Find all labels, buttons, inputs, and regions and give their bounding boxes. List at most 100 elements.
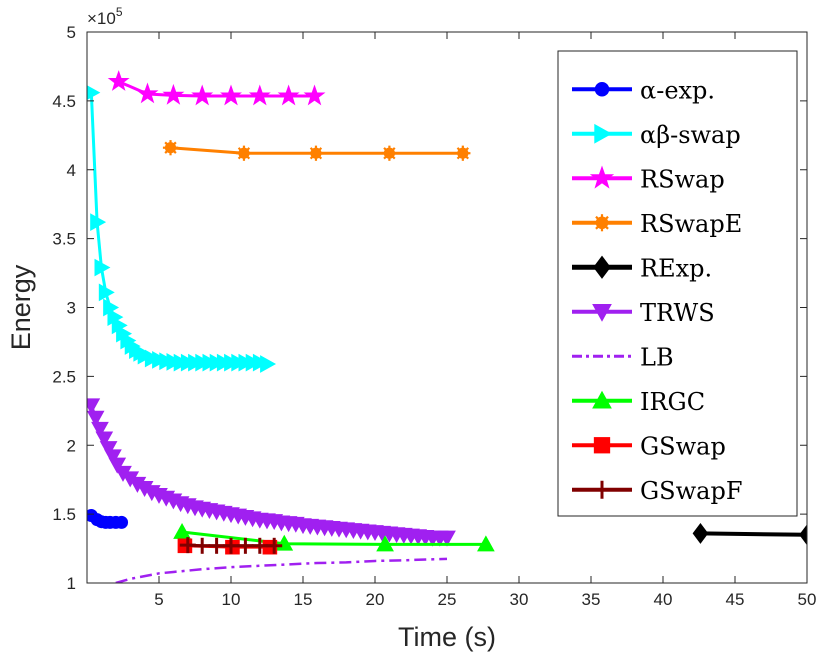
data-point-rswape — [455, 145, 471, 161]
x-tick-label: 10 — [222, 590, 241, 609]
data-point-swap — [98, 283, 115, 302]
data-point-rswap — [220, 84, 242, 106]
legend-item-irgc: IRGC — [572, 388, 705, 416]
legend-marker-rswap — [589, 165, 615, 189]
y-tick-label: 2 — [67, 436, 76, 455]
legend-label-trws: TRWS — [640, 299, 715, 327]
x-tick-label: 5 — [154, 590, 163, 609]
legend-marker-trws — [592, 304, 612, 322]
x-tick-label: 35 — [582, 590, 601, 609]
data-point-exp — [115, 515, 129, 529]
legend-marker-gswap — [593, 437, 611, 454]
legend-marker-exp — [594, 82, 610, 97]
data-point-rexp — [799, 524, 807, 546]
legend-item-lb: LB — [572, 343, 674, 371]
data-point-gswapf — [194, 537, 211, 554]
data-point-gswapf — [223, 537, 239, 554]
legend-label-irgc: IRGC — [640, 388, 705, 416]
x-tick-label: 45 — [726, 590, 745, 609]
legend-item-swap: αβ-swap — [572, 121, 741, 149]
data-point-irgc — [173, 523, 191, 539]
legend-item-rswap: RSwap — [572, 165, 725, 193]
legend-label-gswapf: GSwapF — [640, 477, 742, 505]
series-lb — [115, 557, 448, 583]
series-line-lb — [115, 557, 448, 583]
data-point-gswapf — [251, 537, 268, 554]
y-tick-label: 4.5 — [52, 92, 76, 111]
data-point-rexp — [692, 522, 709, 544]
legend-item-exp: α-exp. — [572, 76, 715, 104]
y-axis-exponent: ×105 — [87, 5, 123, 28]
data-point-trws — [95, 431, 114, 448]
legend-label-lb: LB — [640, 343, 674, 371]
data-point-rswap — [248, 84, 271, 106]
legend-marker-swap — [594, 123, 613, 144]
data-point-swap — [260, 355, 277, 373]
data-point-rswape — [308, 145, 324, 161]
y-axis-label: Energy — [6, 264, 36, 350]
legend-marker-gswapf — [593, 480, 611, 499]
series-line-irgc — [181, 530, 486, 546]
data-point-rswape — [236, 145, 252, 161]
x-tick-label: 40 — [654, 590, 673, 609]
series-swap — [87, 85, 277, 373]
y-tick-label: 1.5 — [52, 505, 76, 524]
legend-item-rexp: RExp. — [572, 254, 712, 282]
legend-label-rswap: RSwap — [640, 165, 725, 193]
legend-marker-rexp — [593, 255, 611, 279]
legend-item-gswapf: GSwapF — [572, 477, 742, 505]
series-rswap — [107, 70, 326, 106]
legend-marker-rswape — [593, 214, 611, 232]
legend-item-trws: TRWS — [572, 299, 715, 327]
data-point-rswap — [277, 84, 300, 106]
series-layer — [87, 70, 807, 583]
data-point-trws — [99, 441, 118, 458]
data-point-gswapf — [266, 537, 283, 554]
legend-label-swap: αβ-swap — [640, 121, 741, 149]
data-point-rswap — [136, 82, 159, 104]
data-point-swap — [87, 85, 101, 101]
series-exp — [87, 509, 129, 529]
legend-item-rswape: RSwapE — [572, 210, 742, 238]
y-tick-label: 2.5 — [52, 367, 76, 386]
y-tick-label: 3.5 — [52, 230, 76, 249]
legend-item-gswap: GSwap — [572, 432, 726, 460]
legend-label-rexp: RExp. — [640, 254, 712, 282]
series-trws — [87, 398, 456, 547]
series-rexp — [692, 522, 807, 546]
x-tick-label: 30 — [510, 590, 529, 609]
data-point-trws — [104, 449, 122, 466]
y-tick-label: 3 — [67, 299, 76, 318]
series-gswapf — [179, 537, 283, 554]
series-rswape — [162, 140, 471, 161]
series-irgc — [173, 523, 495, 552]
y-axis-exponent-base: ×10 — [87, 9, 116, 28]
legend: α-exp. αβ-swap RSwap RSwapE RExp. TRWS LB IRGC G… — [557, 50, 798, 517]
data-point-irgc — [376, 535, 394, 552]
data-point-trws — [91, 421, 109, 438]
x-axis-label: Time (s) — [398, 622, 496, 652]
x-tick-label: 50 — [798, 590, 817, 609]
data-point-irgc — [477, 535, 495, 552]
data-point-rswap — [191, 84, 214, 106]
data-point-swap — [90, 213, 107, 231]
data-point-gswapf — [208, 537, 225, 554]
legend-label-exp: α-exp. — [640, 76, 715, 104]
legend-marker-irgc — [592, 390, 612, 409]
y-axis-exponent-power: 5 — [116, 5, 123, 19]
data-point-gswapf — [179, 537, 196, 554]
data-point-swap — [94, 258, 111, 277]
data-point-rswape — [162, 140, 179, 156]
y-tick-label: 4 — [67, 161, 76, 180]
y-tick-label: 1 — [67, 574, 76, 593]
x-tick-label: 20 — [366, 590, 385, 609]
data-point-rswap — [303, 84, 326, 106]
series-line-rexp — [700, 531, 807, 537]
legend-label-rswape: RSwapE — [640, 210, 742, 238]
data-point-rswap — [162, 83, 185, 105]
ticks-layer: 5 10 15 20 25 30 35 40 45 50 1 1.5 2 2.5 3 3.5 4 4.5 5 — [52, 23, 816, 609]
data-point-rswap — [107, 70, 130, 91]
data-point-gswapf — [237, 537, 254, 554]
